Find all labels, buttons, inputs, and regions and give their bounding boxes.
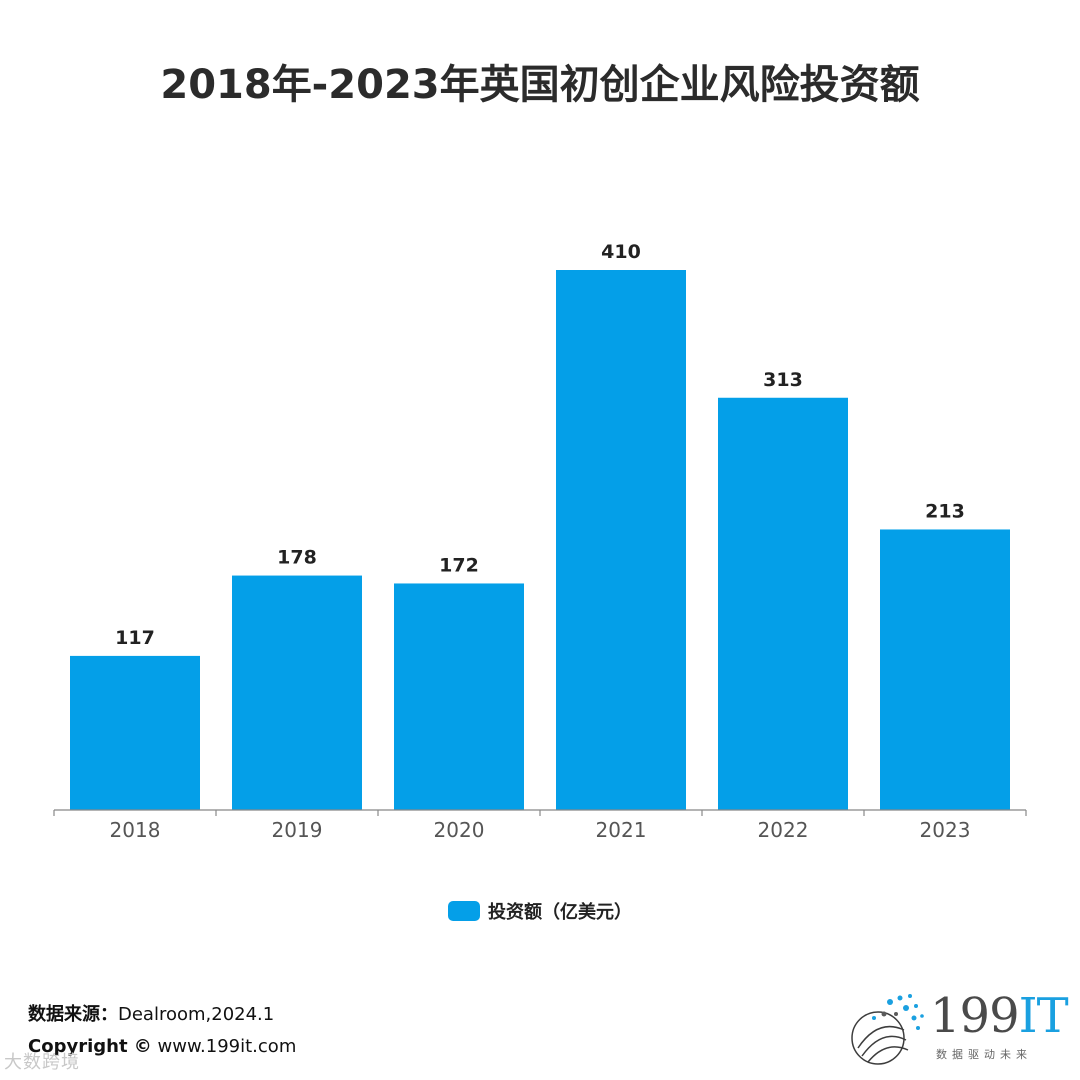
logo-brand-letters: IT [1018,988,1069,1044]
data-label-2019: 178 [277,547,317,569]
legend-swatch [448,901,480,921]
chart-legend: 投资额（亿美元） [0,898,1080,924]
data-label-2022: 313 [763,369,803,391]
x-tick-label-2023: 2023 [920,818,971,842]
logo-tagline: 数据驱动未来 [936,1048,1032,1061]
chart-title: 2018年-2023年英国初创企业风险投资额 [160,62,920,108]
legend-label: 投资额（亿美元） [488,902,632,923]
copyright-value: www.199it.com [151,1036,297,1057]
source-note: 数据来源：Dealroom,2024.1 [28,1000,274,1026]
data-label-2018: 117 [115,627,155,649]
source-label: 数据来源： [28,1004,118,1025]
logo-brand-text: 199IT [930,988,1069,1044]
brand-logo: 199IT 数据驱动未来 [848,988,1069,1068]
x-tick-label-2021: 2021 [596,818,647,842]
bar-2023 [880,529,1010,810]
bar-2021 [556,270,686,810]
data-label-2020: 172 [439,554,479,576]
x-tick-label-2018: 2018 [110,818,161,842]
copyright-label: Copyright © [28,1036,152,1057]
x-tick-label-2019: 2019 [272,818,323,842]
bar-2018 [70,655,200,810]
logo-dots-icon [851,994,924,1065]
bar-2020 [394,583,524,810]
logo-brand-number: 199 [930,988,1020,1044]
x-tick-label-2020: 2020 [434,818,485,842]
bar-2019 [232,575,362,810]
data-label-2021: 410 [601,241,641,263]
watermark: 大数跨境 [4,1052,80,1073]
data-label-2023: 213 [925,500,965,522]
copyright-note: Copyright © www.199it.com [28,1036,296,1057]
x-tick-label-2022: 2022 [758,818,809,842]
bar-2022 [718,397,848,810]
source-value: Dealroom,2024.1 [118,1004,275,1025]
